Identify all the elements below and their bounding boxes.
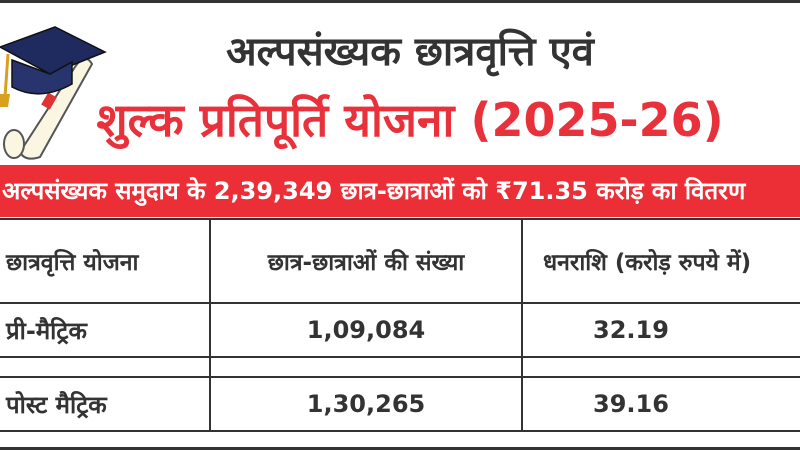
scheme-cell: पोस्ट मैट्रिक [0,376,211,432]
summary-banner: अल्पसंख्यक समुदाय के 2,39,349 छात्र-छात्… [0,165,800,217]
scheme-cell: प्री-मैट्रिक [0,302,211,358]
scholarship-table: छात्रवृत्ति योजना छात्र-छात्राओं की संख्… [0,218,800,432]
summary-banner-text: अल्पसंख्यक समुदाय के 2,39,349 छात्र-छात्… [2,177,746,205]
students-cell: 1,09,084 [209,302,523,358]
table-row: पोस्ट मैट्रिक 1,30,265 39.16 [0,376,800,432]
spacer-cell [521,356,800,378]
table-header-row: छात्रवृत्ति योजना छात्र-छात्राओं की संख्… [0,218,800,304]
graduation-cap-scroll-icon [0,26,107,160]
spacer-cell [0,356,211,378]
amount-cell: 39.16 [521,376,800,432]
table-row: प्री-मैट्रिक 1,09,084 32.19 [0,302,800,358]
spacer-cell [209,356,523,378]
top-border [0,0,800,3]
spacer-row [0,356,800,378]
mortarboard-icon [0,26,107,107]
header-amount: धनराशि (करोड़ रुपये में) [521,218,800,304]
amount-cell: 32.19 [521,302,800,358]
header-scheme: छात्रवृत्ति योजना [0,218,211,304]
bottom-border [0,447,800,450]
title-line-1: अल्पसंख्यक छात्रवृत्ति एवं [226,29,594,75]
students-cell: 1,30,265 [209,376,523,432]
title-line-2: शुल्क प्रतिपूर्ति योजना (2025-26) [96,93,724,147]
header-students: छात्र-छात्राओं की संख्या [209,218,523,304]
